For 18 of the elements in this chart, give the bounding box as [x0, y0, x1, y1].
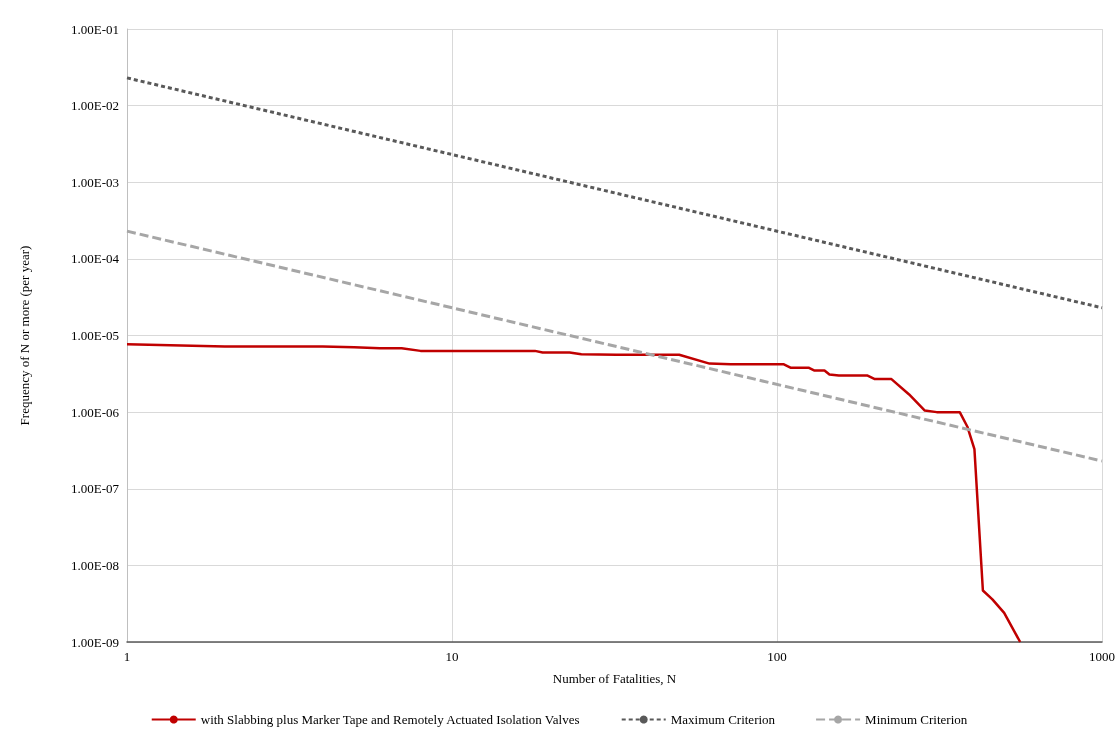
y-tick-label: 1.00E-03: [70, 174, 119, 190]
y-tick-label: 1.00E-07: [70, 481, 120, 497]
y-tick-label: 1.00E-06: [70, 404, 120, 420]
y-axis-title: Frequency of N or more (per year): [17, 245, 32, 426]
legend-label: Maximum Criterion: [670, 712, 776, 727]
legend-label: with Slabbing plus Marker Tape and Remotely Actuated Isolation Valves: [200, 712, 580, 727]
y-tick-label: 1.00E-05: [70, 328, 119, 343]
x-tick-label: 100: [767, 649, 787, 664]
x-tick-label: 1000: [1089, 649, 1115, 664]
y-tick-label: 1.00E-04: [70, 251, 120, 267]
x-tick-label: 10: [445, 649, 459, 664]
x-tick-label: 1: [123, 649, 131, 664]
y-tick-label: 1.00E-01: [70, 21, 119, 37]
x-axis-title: Number of Fatalities, N: [552, 671, 677, 686]
y-tick-label: 1.00E-09: [70, 634, 119, 650]
y-tick-label: 1.00E-02: [70, 98, 119, 114]
y-tick-label: 1.00E-08: [70, 557, 119, 573]
legend-label: Minimum Criterion: [865, 712, 968, 727]
